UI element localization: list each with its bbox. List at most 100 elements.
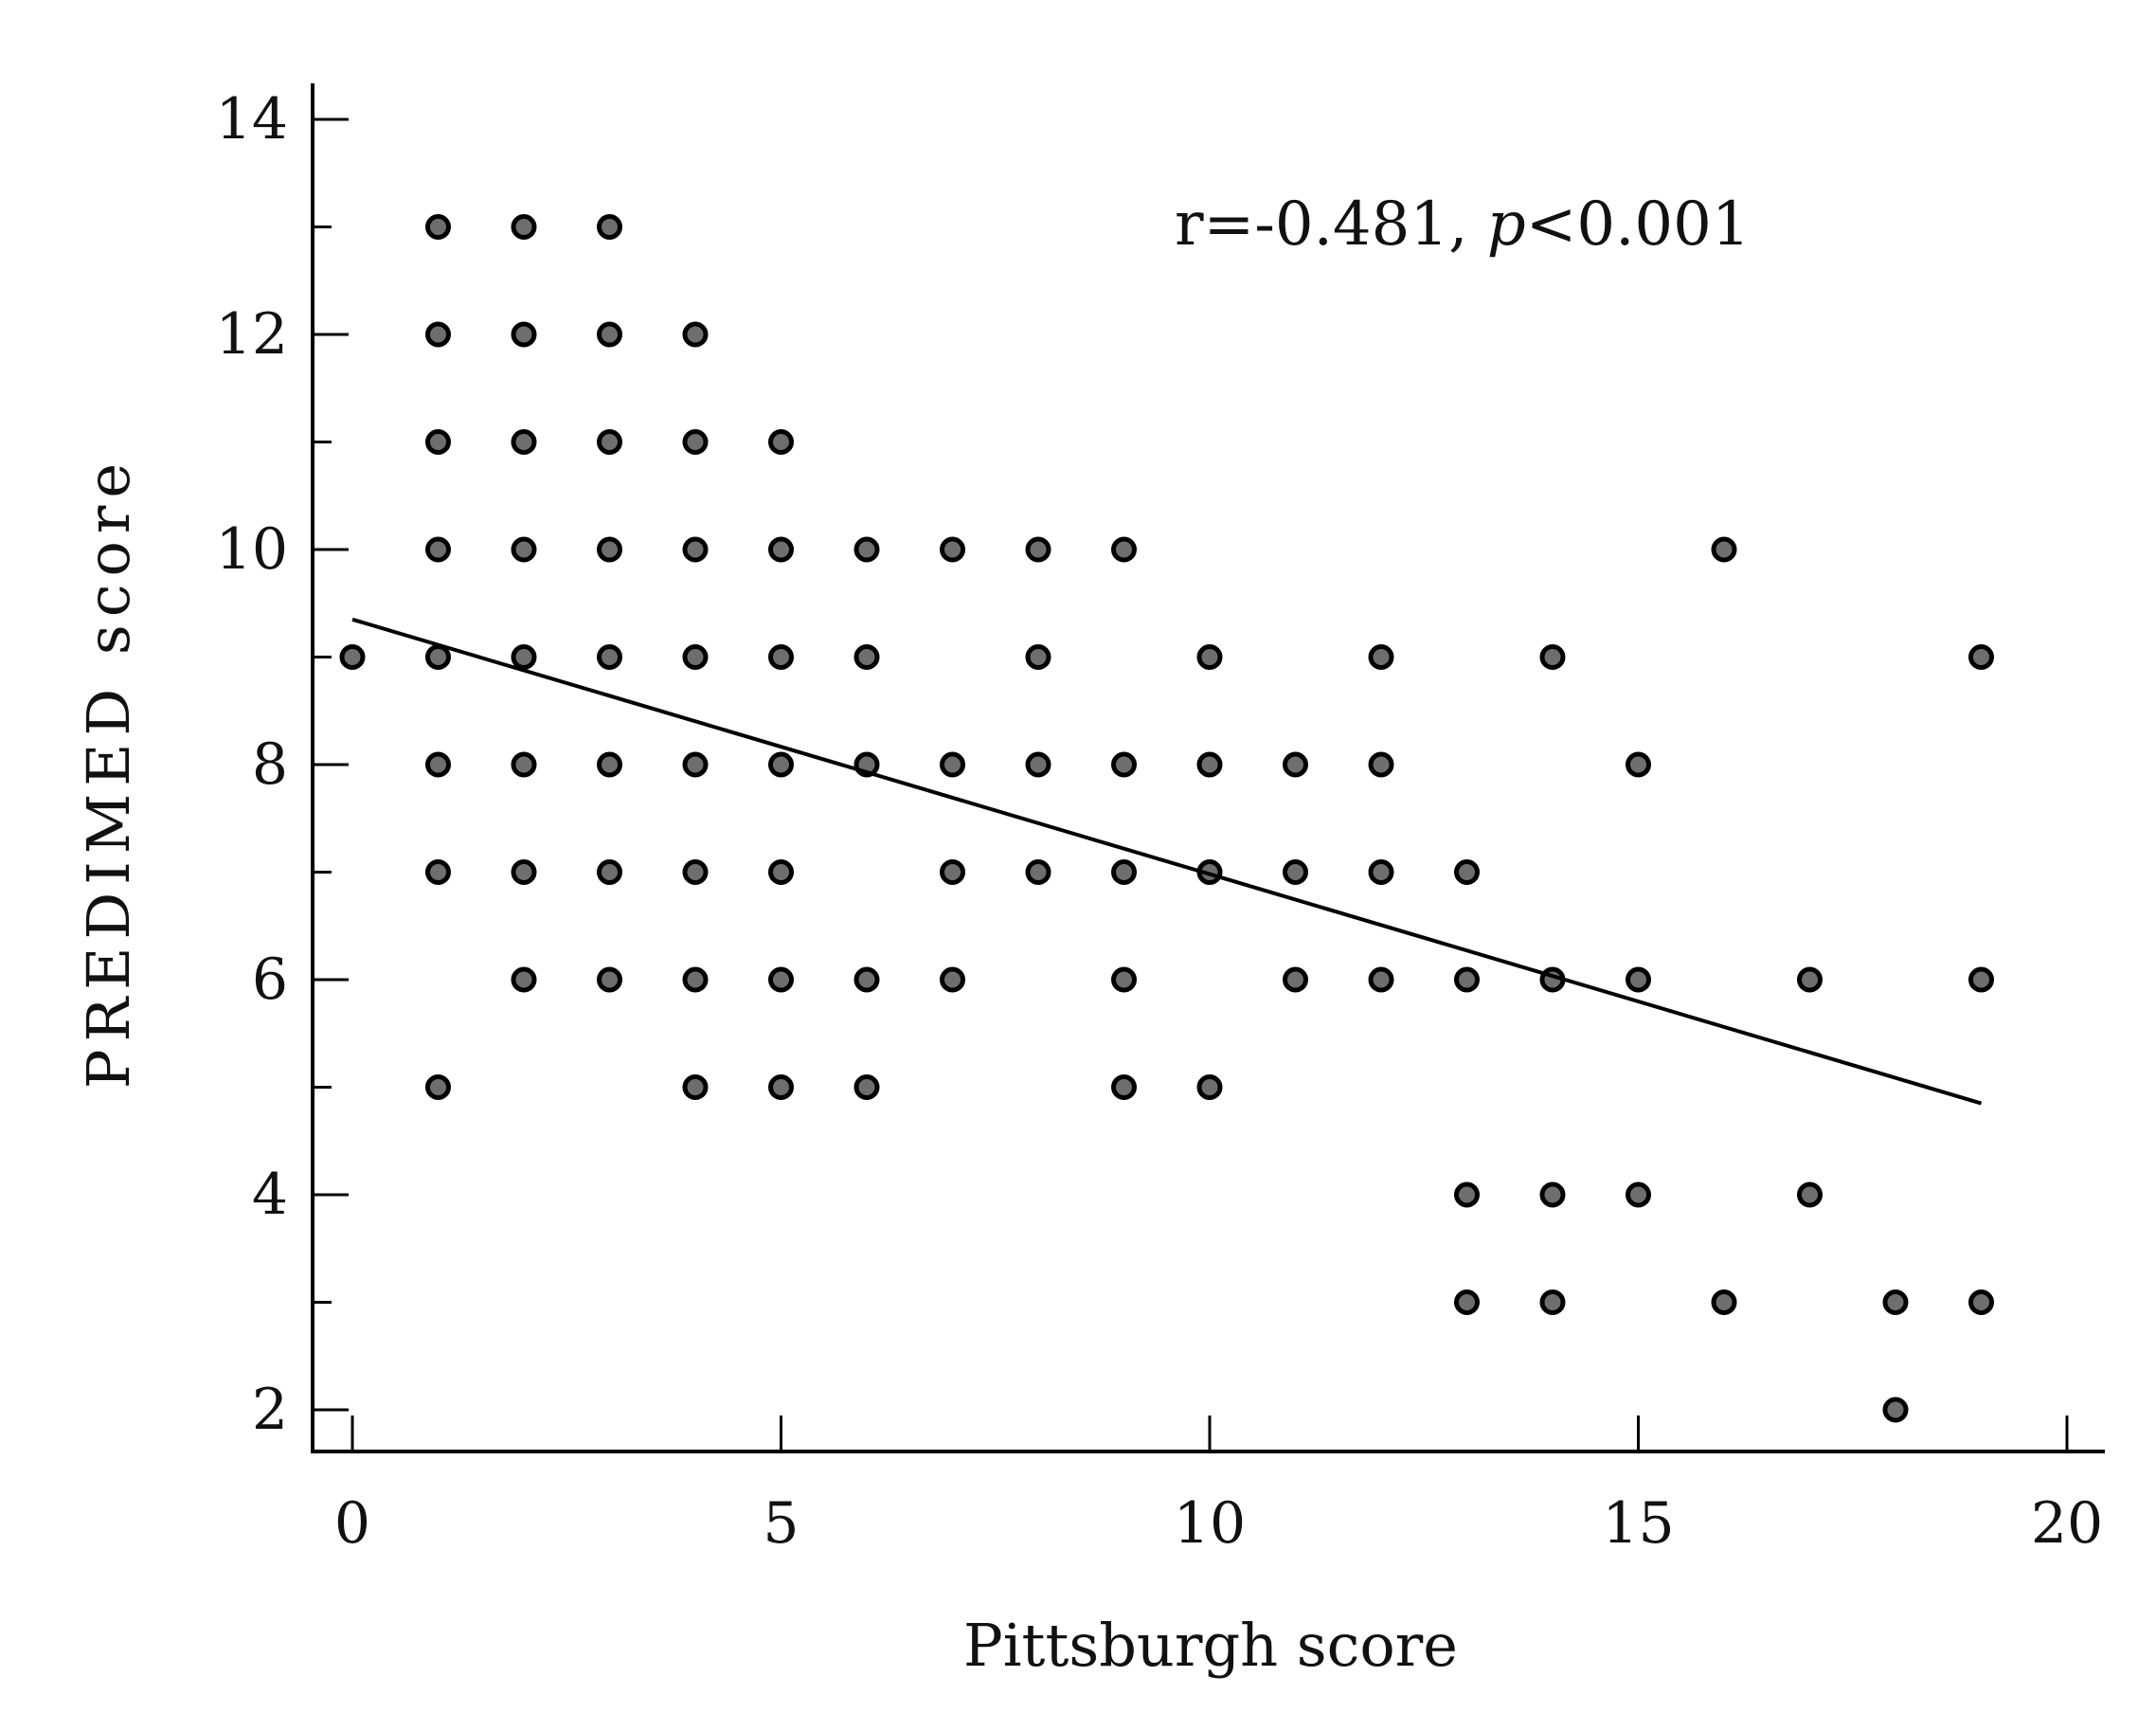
data-point [425,214,451,240]
ticks: 2 4 6 8 10 12 14 0 5 10 15 20 [216,86,2104,1557]
data-point [1111,1074,1137,1100]
data-point [682,536,709,563]
data-point [1025,859,1051,885]
y-tick-label: 10 [216,516,288,583]
data-point [597,214,622,240]
data-point [682,644,709,670]
y-tick-label: 8 [252,731,288,798]
data-point [682,859,709,885]
data-point [511,859,537,885]
data-point [1882,1289,1909,1315]
data-point [339,644,366,670]
x-tick-label: 20 [2031,1490,2103,1557]
data-point [768,536,794,563]
data-point [597,751,622,778]
data-point [511,536,537,563]
data-point [425,751,451,778]
data-point [597,536,622,563]
data-point [597,429,622,455]
data-point [425,859,451,885]
correlation-annotation: r=-0.481, p<0.001 [1175,189,1751,260]
data-point [1196,1074,1223,1100]
data-point [511,321,537,348]
data-point [1539,644,1566,670]
data-point [1454,966,1480,993]
y-tick-label: 12 [216,301,288,368]
x-axis-title: Pittsburgh score [963,1611,1458,1680]
data-point [1968,966,1994,993]
data-point [940,859,965,885]
data-point [597,644,622,670]
data-point [1025,644,1051,670]
data-point [511,429,537,455]
data-point [1711,1289,1737,1315]
data-point [682,321,709,348]
data-point [1111,536,1137,563]
x-tick-label: 15 [1602,1490,1674,1557]
data-point [853,1074,880,1100]
data-point [1283,966,1308,993]
data-point [940,751,965,778]
data-point [1368,966,1394,993]
data-point [940,536,965,563]
data-point [511,644,537,670]
data-point [768,751,794,778]
data-point [1968,644,1994,670]
data-point [682,751,709,778]
y-tick-label: 4 [252,1162,288,1228]
data-point [682,966,709,993]
data-point [1196,751,1223,778]
data-point [940,966,965,993]
trend-line [351,617,1983,1106]
data-point [425,536,451,563]
y-axis-title: PREDIMED score [74,456,143,1089]
data-point [597,966,622,993]
data-point [1968,1289,1994,1315]
data-point [1025,751,1051,778]
y-tick-label: 14 [216,86,288,153]
data-point [1368,644,1394,670]
data-point [1626,966,1651,993]
data-point [597,859,622,885]
data-point [1283,859,1308,885]
data-point [1454,1181,1480,1208]
data-point [511,966,537,993]
data-point [768,966,794,993]
data-point [1882,1397,1909,1423]
data-point [425,644,451,670]
data-point [1711,536,1737,563]
data-point [1454,859,1480,885]
data-point [768,429,794,455]
data-point [1368,751,1394,778]
data-point [853,644,880,670]
data-point [853,536,880,563]
data-point [1454,1289,1480,1315]
data-point [768,644,794,670]
y-tick-label: 6 [252,947,288,1013]
x-tick-label: 0 [334,1490,370,1557]
data-point [1797,1181,1823,1208]
data-points [339,214,1994,1423]
data-point [1368,859,1394,885]
data-point [425,321,451,348]
data-point [1111,751,1137,778]
data-point [425,429,451,455]
data-point [853,966,880,993]
data-point [1626,1181,1651,1208]
annotation-p-italic: p [1487,189,1526,260]
axes [311,83,2105,1453]
data-point [682,429,709,455]
data-point [1539,1181,1566,1208]
data-point [682,1074,709,1100]
annotation-r: r=-0.481, [1175,189,1487,260]
x-tick-label: 10 [1174,1490,1246,1557]
data-point [768,1074,794,1100]
data-point [1539,1289,1566,1315]
y-tick-label: 2 [252,1377,288,1443]
data-point [597,321,622,348]
data-point [1025,536,1051,563]
data-point [511,214,537,240]
data-point [511,751,537,778]
data-point [1111,859,1137,885]
